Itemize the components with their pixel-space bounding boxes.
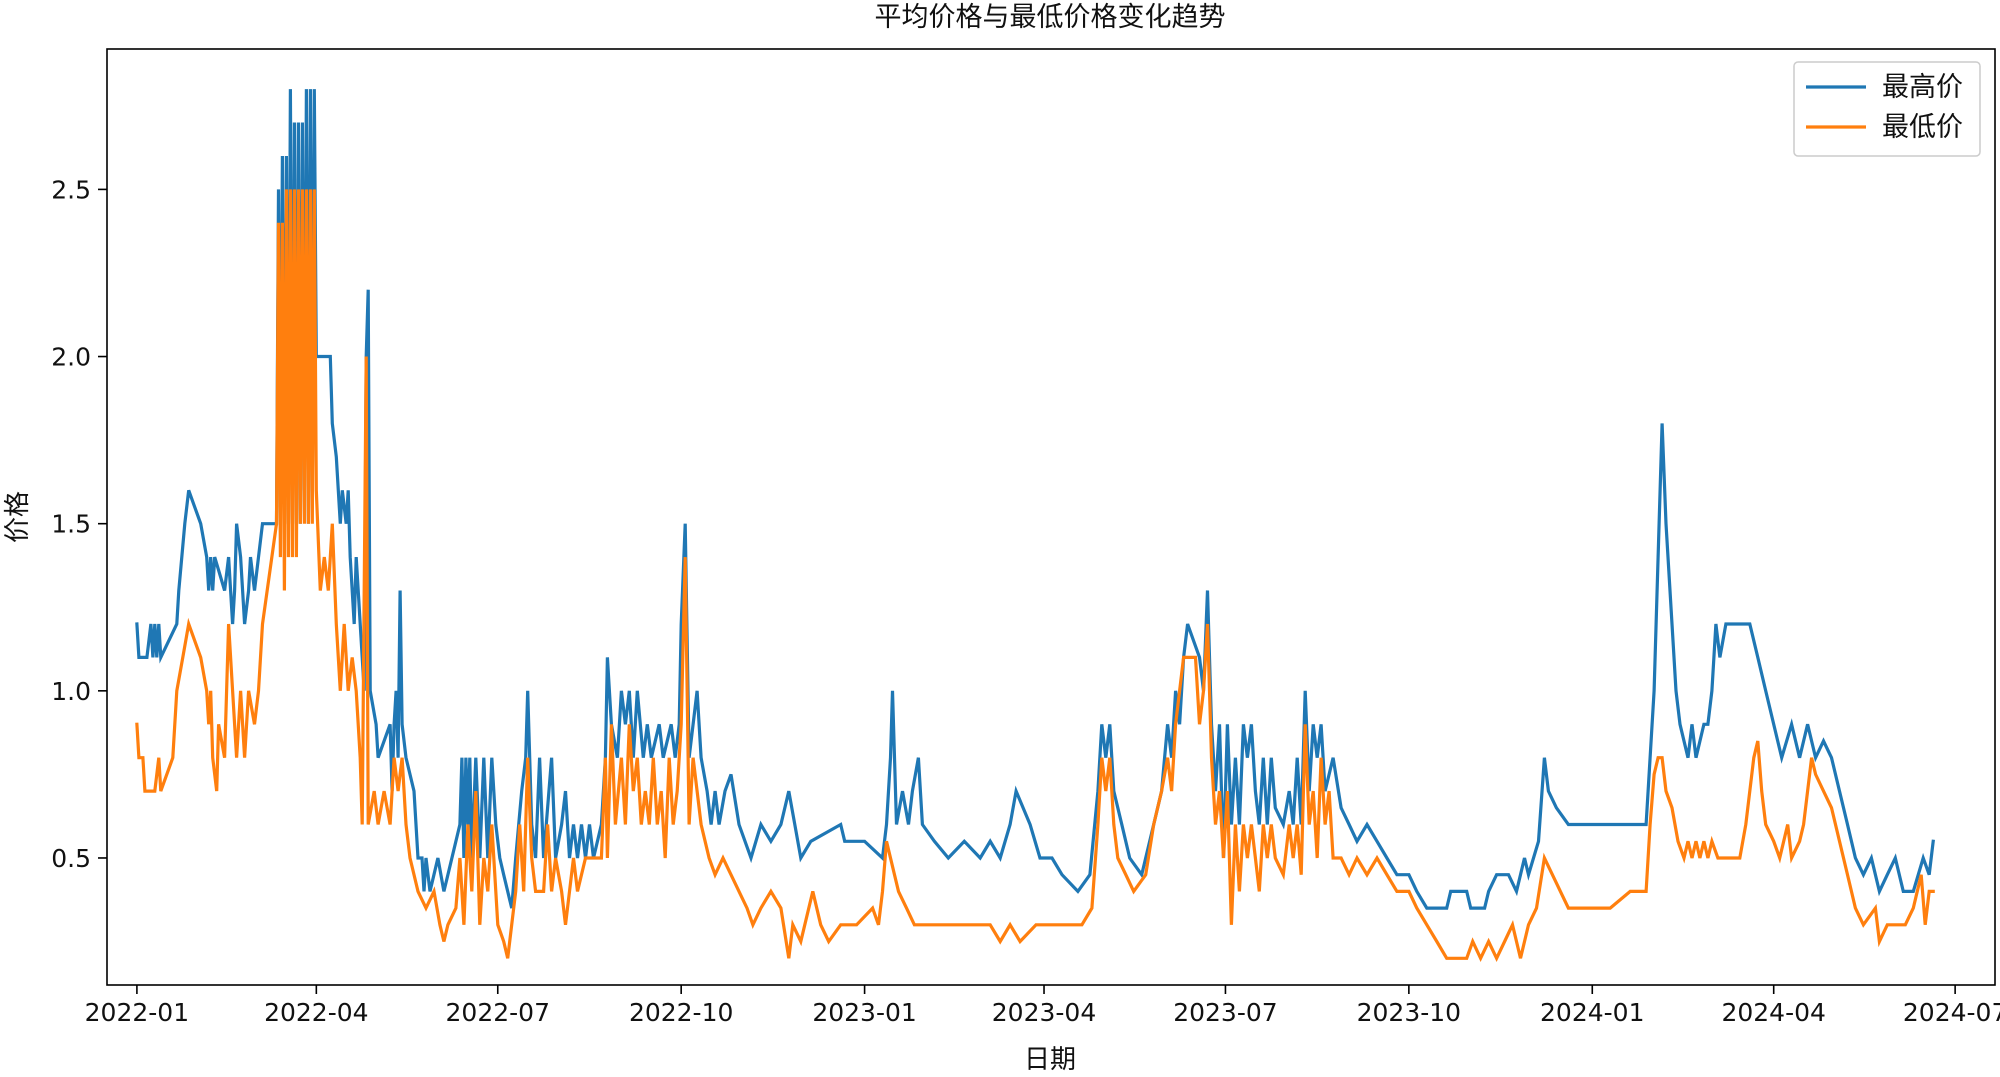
legend-label-min: 最低价 — [1882, 112, 1963, 143]
x-tick-label: 2022-07 — [446, 998, 550, 1027]
legend: 最高价 最低价 — [1793, 61, 1981, 157]
y-tick-label: 1.5 — [51, 510, 91, 539]
x-tick-label: 2022-01 — [85, 998, 189, 1027]
chart-title: 平均价格与最低价格变化趋势 — [875, 2, 1226, 33]
x-tick-label: 2022-10 — [629, 998, 733, 1027]
x-axis: 2022-01 2022-04 2022-07 2022-10 2023-01 2023-… — [85, 985, 2000, 1027]
legend-label-max: 最高价 — [1882, 72, 1963, 103]
y-axis: 0.5 1.0 1.5 2.0 2.5 — [51, 175, 107, 873]
y-tick-label: 1.0 — [51, 677, 91, 706]
y-tick-label: 2.0 — [51, 343, 91, 372]
x-tick-label: 2023-10 — [1357, 998, 1461, 1027]
series-line-0 — [135, 89, 1935, 910]
x-tick-label: 2022-04 — [264, 998, 368, 1027]
x-tick-label: 2024-07 — [1903, 998, 2000, 1027]
plot-frame — [106, 48, 1996, 986]
x-tick-label: 2023-07 — [1173, 998, 1277, 1027]
x-axis-title: 日期 — [1024, 1045, 1076, 1075]
y-tick-label: 0.5 — [51, 844, 91, 873]
series-line-1 — [135, 189, 1935, 963]
x-tick-label: 2023-01 — [812, 998, 916, 1027]
y-tick-label: 2.5 — [51, 175, 91, 204]
plot-area — [106, 48, 1996, 986]
x-tick-label: 2023-04 — [992, 998, 1096, 1027]
y-axis-title: 价格 — [3, 491, 33, 543]
x-tick-label: 2024-01 — [1540, 998, 1644, 1027]
x-tick-label: 2024-04 — [1721, 998, 1825, 1027]
series-layer — [135, 89, 1935, 963]
